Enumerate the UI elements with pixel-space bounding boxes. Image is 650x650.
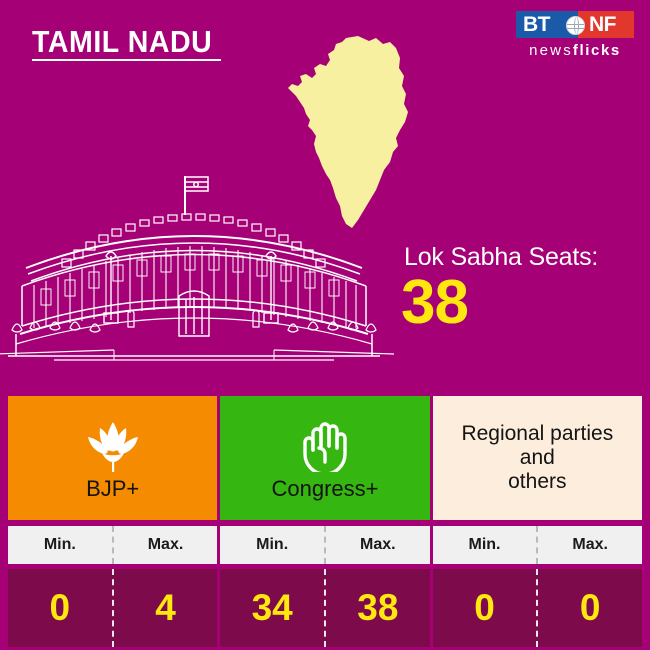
- results-table: BJP+ Congress+: [0, 390, 650, 650]
- values-group-congress: 34 38: [220, 569, 430, 647]
- value-bjp-min: 0: [49, 587, 71, 628]
- party-name-congress: Congress+: [271, 475, 379, 501]
- party-name-others: Regional parties and others: [461, 422, 614, 493]
- lotus-icon: [82, 416, 144, 472]
- minmax-group-bjp: Min. Max.: [8, 526, 218, 564]
- tamil-nadu-map-icon: [288, 36, 408, 228]
- wordmark-bold: flicks: [572, 42, 621, 59]
- brand-wordmark: newsflicks: [516, 42, 634, 59]
- minmax-group-others: Min. Max.: [432, 526, 642, 564]
- value-congress-min: 34: [251, 587, 293, 628]
- party-header-bjp[interactable]: BJP+: [8, 396, 218, 520]
- values-group-others: 0 0: [432, 569, 642, 647]
- value-congress-max: 38: [324, 569, 430, 647]
- party-header-others[interactable]: Regional parties and others: [432, 396, 642, 520]
- brand-logo: BT NF newsflicks: [516, 11, 634, 59]
- minmax-label-congress-min: Min.: [256, 536, 289, 553]
- party-header-row: BJP+ Congress+: [8, 396, 642, 520]
- globe-icon: [566, 16, 585, 35]
- minmax-label-others-min: Min.: [468, 536, 501, 553]
- title-underline: [32, 59, 221, 61]
- lok-sabha-seats-label: Lok Sabha Seats:: [404, 243, 599, 271]
- party-header-congress[interactable]: Congress+: [220, 396, 430, 520]
- values-group-bjp: 0 4: [8, 569, 218, 647]
- party-name-bjp: BJP+: [86, 475, 140, 501]
- wordmark-light: news: [529, 42, 573, 59]
- logo-bar: BT NF: [516, 11, 634, 38]
- value-others-max: 0: [536, 569, 642, 647]
- minmax-label-bjp-max: Max.: [111, 526, 218, 564]
- hand-palm-icon: [299, 416, 351, 472]
- lok-sabha-seats-count: 38: [401, 268, 469, 337]
- parliament-building-icon: [0, 176, 394, 361]
- value-bjp-max: 4: [111, 569, 218, 647]
- logo-nf-text: NF: [578, 11, 634, 38]
- values-row: 0 4 34 38 0 0: [8, 569, 642, 647]
- minmax-label-bjp-min: Min.: [43, 536, 76, 553]
- value-others-min: 0: [474, 587, 495, 628]
- minmax-header-row: Min. Max. Min. Max. Min. Max.: [8, 526, 642, 564]
- minmax-group-congress: Min. Max.: [220, 526, 430, 564]
- page-title: TAMIL NADU: [32, 24, 213, 59]
- indian-flag-icon: [184, 176, 209, 192]
- minmax-label-congress-max: Max.: [324, 526, 430, 564]
- minmax-label-others-max: Max.: [536, 526, 642, 564]
